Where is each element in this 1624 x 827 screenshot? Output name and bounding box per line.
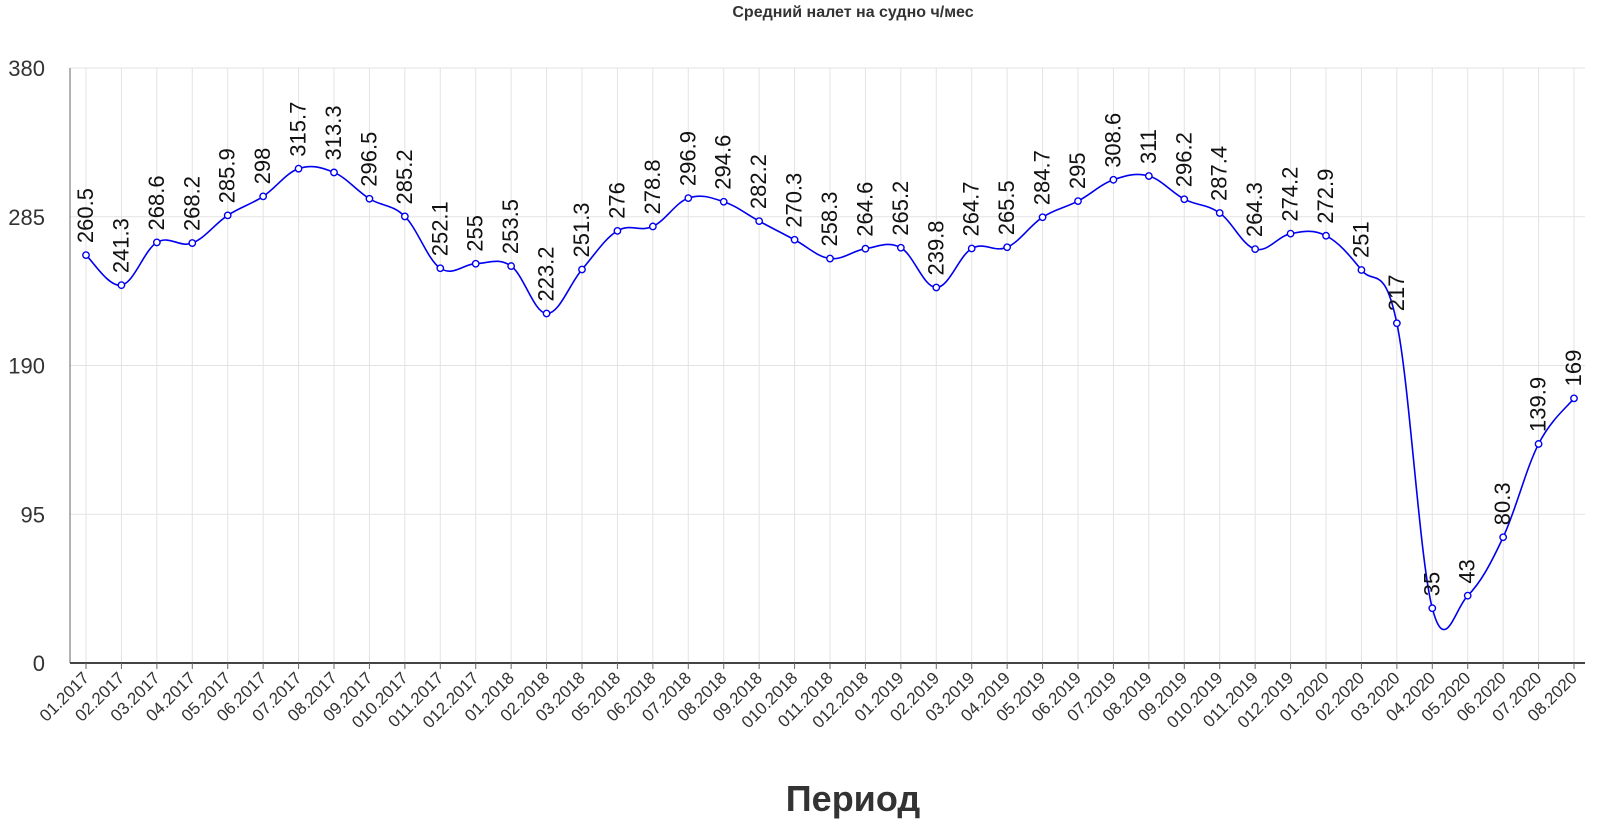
data-label: 253.5 [498,199,523,254]
data-point [82,251,90,260]
data-point [471,259,480,268]
data-label: 295 [1065,152,1090,189]
data-label: 258.3 [817,191,842,246]
data-point [790,235,799,244]
data-label: 313.3 [321,105,346,160]
y-tick-label: 285 [8,205,45,230]
grid-layer [70,67,1585,663]
y-tick-label: 95 [21,502,45,527]
data-label: 264.7 [959,181,984,236]
data-label: 287.4 [1207,146,1232,201]
data-label: 270.3 [782,173,807,228]
y-tick-label: 380 [8,56,45,81]
data-label: 298 [250,148,275,185]
x-axis-title: Период [786,778,921,819]
data-label: 285.2 [392,149,417,204]
data-point [365,194,374,203]
data-label-layer: 260.5 241.3 268.6 268.2 285.9 298 315.7 313.3 29… [73,102,1586,597]
data-label: 260.5 [73,188,98,243]
data-label: 278.8 [640,159,665,214]
data-label: 296.9 [675,131,700,186]
data-point [152,238,161,247]
data-point [1392,319,1401,328]
data-point [967,244,976,253]
data-point [1109,175,1118,184]
data-point [1428,604,1437,613]
data-label: 217 [1384,275,1409,312]
data-label: 223.2 [534,246,559,301]
data-label: 264.3 [1242,182,1267,237]
data-label: 294.6 [711,135,736,190]
data-point [259,192,268,201]
data-label: 272.9 [1313,169,1338,224]
y-tick-label: 0 [33,651,45,676]
axis-layer: 09519028538001.201702.201703.201704.2017… [8,56,1585,732]
data-point [1570,394,1578,403]
data-label: 282.2 [746,154,771,209]
series-layer [82,164,1578,631]
data-label: 139.9 [1526,377,1551,432]
data-point [932,283,941,292]
data-label: 268.6 [144,175,169,230]
data-point [684,194,693,203]
data-label: 274.2 [1278,167,1303,222]
data-point [1180,195,1189,204]
data-label: 284.7 [1030,150,1055,205]
data-label: 265.5 [994,180,1019,235]
data-label: 252.1 [427,201,452,256]
data-point [1215,209,1224,217]
data-point [436,264,445,273]
data-label: 265.2 [888,181,913,236]
data-point [826,254,834,263]
data-point [330,168,338,177]
data-label: 276 [604,182,629,219]
data-point [1074,197,1082,205]
data-label: 264.6 [852,182,877,237]
chart-title: Средний налет на судно ч/мес [732,4,973,21]
data-point [188,239,197,247]
data-label: 241.3 [108,218,133,273]
data-label: 296.5 [356,132,381,187]
data-label: 251.3 [569,202,594,257]
data-point [648,222,657,231]
data-label: 268.2 [179,176,204,231]
data-point [1499,533,1508,542]
data-label: 43 [1455,559,1480,583]
data-point [1534,440,1543,448]
data-point [400,212,409,221]
data-point [1463,591,1472,600]
data-label: 255 [463,215,488,252]
data-label: 35 [1419,572,1444,596]
data-point [613,226,622,235]
y-tick-label: 190 [8,354,45,379]
data-label: 315.7 [286,102,311,157]
data-point [755,217,764,226]
data-point [896,243,905,252]
data-label: 296.2 [1171,132,1196,187]
data-point [1003,243,1012,252]
data-point [542,309,551,318]
data-point [578,265,586,274]
data-point [117,281,126,290]
data-label: 80.3 [1490,482,1515,525]
data-point [1144,172,1153,180]
data-point [1286,229,1295,238]
data-point [861,244,870,253]
data-label: 308.6 [1100,113,1125,168]
data-label: 169 [1561,350,1586,387]
data-label: 285.9 [215,148,240,203]
data-point [719,197,728,206]
data-point [294,164,303,173]
data-point [1322,231,1330,240]
data-point [223,211,232,220]
data-label: 251 [1348,221,1373,258]
data-point [1357,266,1366,274]
data-label: 239.8 [923,220,948,275]
data-point [1251,245,1260,254]
data-point [1038,213,1047,222]
data-label: 311 [1136,129,1161,164]
data-point [507,262,516,270]
